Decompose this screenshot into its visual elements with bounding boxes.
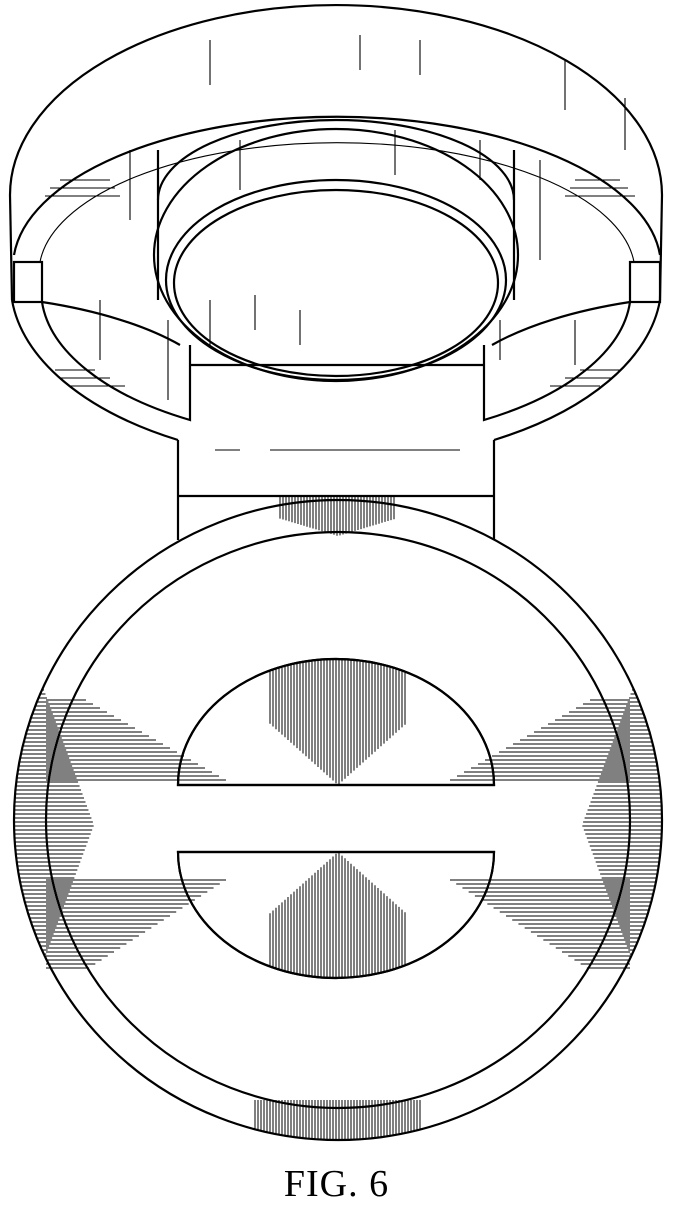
cup-inner-ellipse-2 — [174, 190, 498, 376]
cap-outer-lower-right — [494, 300, 660, 440]
cap-side-band-right — [630, 262, 660, 302]
body-outer-ellipse — [14, 500, 662, 1140]
body-inner-ellipse — [46, 532, 630, 1108]
cap-inner-rim-2 — [40, 143, 634, 262]
cap-well-floor-left — [42, 302, 180, 345]
lower-half-shading — [270, 853, 405, 985]
cap-outer-top-ellipse — [10, 5, 662, 195]
cap-side-band-left — [14, 262, 42, 302]
cup-outer-ellipse — [154, 129, 518, 381]
cap-well-floor-right — [492, 302, 630, 345]
inner-face-shading — [46, 700, 630, 968]
body-rim-shading — [14, 690, 662, 1140]
cap-well-right — [484, 302, 630, 420]
upper-half-shading — [270, 650, 405, 784]
compact-body — [14, 500, 662, 1140]
hinge-neck — [178, 365, 494, 540]
cap-left-side — [10, 195, 12, 300]
cup-top-rim — [158, 120, 514, 200]
cap — [10, 5, 662, 440]
cap-inner-rim — [14, 117, 660, 255]
cap-well-shading — [45, 180, 635, 386]
figure-caption: FIG. 6 — [0, 1162, 673, 1206]
